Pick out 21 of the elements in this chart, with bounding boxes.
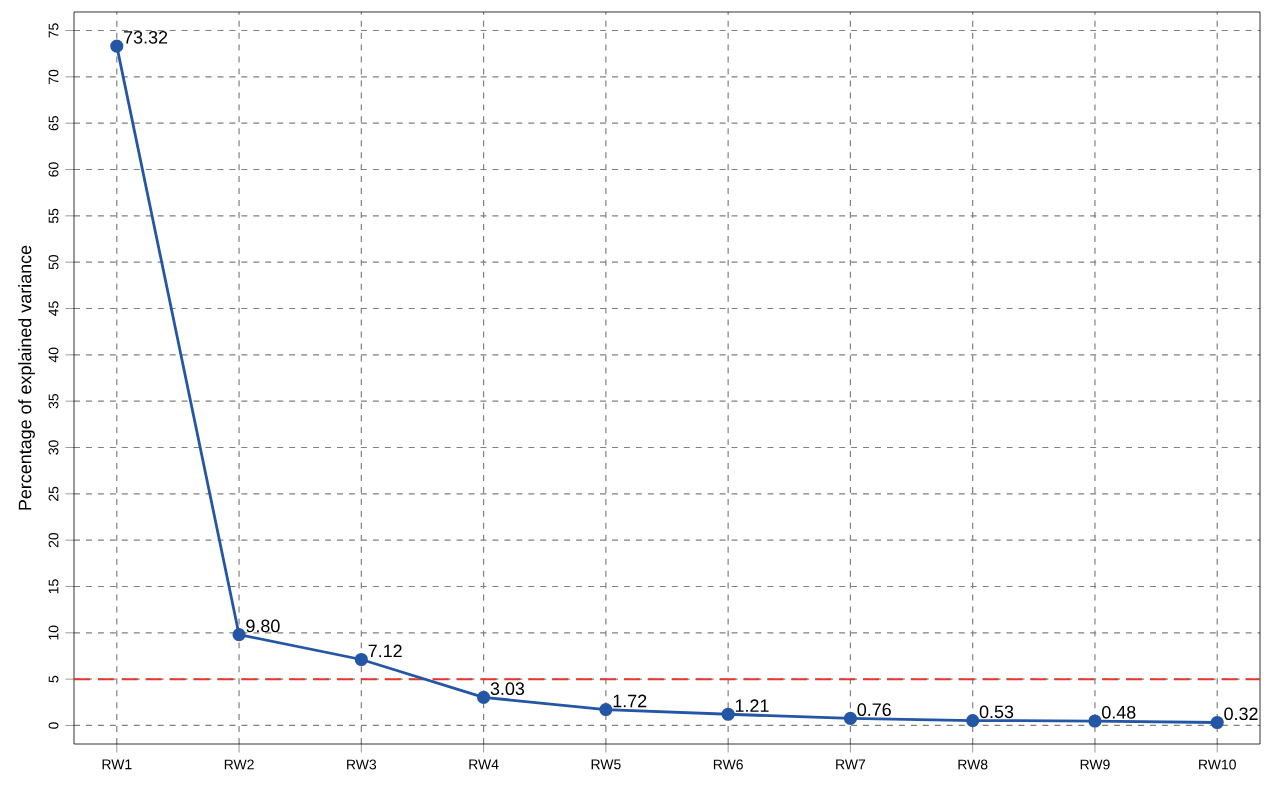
data-label: 1.72 bbox=[613, 694, 647, 708]
point bbox=[477, 690, 491, 704]
point bbox=[232, 628, 246, 642]
data-label: 7.12 bbox=[368, 644, 402, 658]
data-label: 1.21 bbox=[735, 699, 769, 712]
data-label: 3.03 bbox=[490, 682, 525, 696]
data-label: 0.53 bbox=[979, 705, 1014, 719]
point bbox=[110, 39, 124, 53]
point bbox=[966, 713, 980, 728]
y-axis-title: Percentage of explained variance bbox=[18, 245, 35, 510]
point bbox=[1088, 714, 1102, 728]
point bbox=[354, 652, 368, 667]
point bbox=[721, 707, 735, 721]
point bbox=[599, 702, 613, 717]
data-label: 73.32 bbox=[124, 30, 168, 44]
data-label: 0.76 bbox=[857, 703, 891, 717]
data-label: 0.32 bbox=[1224, 707, 1258, 721]
point bbox=[843, 711, 857, 726]
data-label: 9.80 bbox=[246, 619, 280, 633]
point bbox=[1210, 715, 1224, 730]
data-label: 0.48 bbox=[1102, 705, 1136, 719]
